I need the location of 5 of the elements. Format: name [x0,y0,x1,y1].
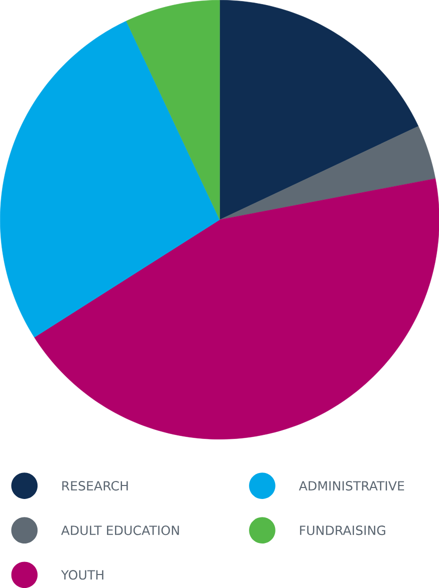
legend-label: YOUTH [60,570,104,580]
legend-label: FUNDRAISING [300,526,385,536]
legend-label: RESEARCH [62,481,128,491]
legend-label: ADMINISTRATIVE [298,481,404,491]
legend-label: ADULT EDUCATION [60,526,179,536]
